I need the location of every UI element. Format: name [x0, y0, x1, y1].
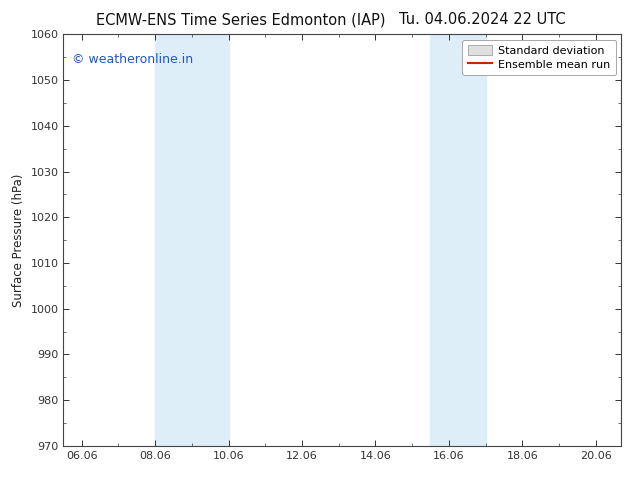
Y-axis label: Surface Pressure (hPa): Surface Pressure (hPa) — [12, 173, 25, 307]
Bar — [430, 34, 486, 446]
Text: © weatheronline.in: © weatheronline.in — [72, 53, 193, 66]
Text: Tu. 04.06.2024 22 UTC: Tu. 04.06.2024 22 UTC — [399, 12, 565, 27]
Legend: Standard deviation, Ensemble mean run: Standard deviation, Ensemble mean run — [462, 40, 616, 75]
Bar — [155, 34, 229, 446]
Text: ECMW-ENS Time Series Edmonton (IAP): ECMW-ENS Time Series Edmonton (IAP) — [96, 12, 385, 27]
